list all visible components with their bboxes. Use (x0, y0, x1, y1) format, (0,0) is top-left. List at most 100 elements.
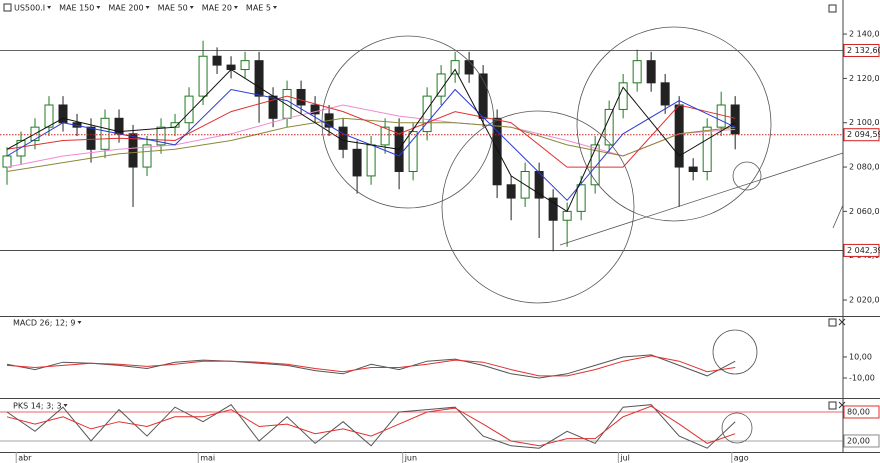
annotation-circle (732, 161, 762, 191)
candle-body (660, 82, 670, 106)
y-tick-label: 2 080,00 (849, 163, 880, 172)
close-button[interactable] (838, 318, 846, 326)
panel-title: PKS 14; 3; 3 (13, 402, 62, 411)
y-tick-label: 80,00 (847, 407, 870, 416)
candle-body (226, 64, 236, 71)
series-line (6, 354, 736, 379)
maximize-button[interactable] (828, 4, 837, 13)
annotations (321, 26, 844, 444)
candle-body (450, 60, 460, 75)
y-tick-label: -10,00 (849, 374, 875, 383)
y-tick-label: 20,00 (847, 436, 870, 445)
candle-body (352, 148, 362, 177)
series-line (6, 405, 736, 447)
level-label-box (843, 43, 880, 57)
series-line (6, 404, 736, 449)
y-tick-label: 2 020,00 (849, 296, 880, 305)
legend-entry: MAE 5 (246, 4, 271, 13)
candle-body (506, 184, 516, 199)
x-tick-label: mai (200, 454, 215, 463)
candle-body (86, 126, 96, 150)
candle-body (380, 126, 390, 146)
candle-body (44, 104, 54, 128)
series-line (6, 95, 736, 168)
candle-body (562, 210, 572, 221)
candle-body (2, 155, 12, 168)
candle-body (156, 126, 166, 146)
candle-body (590, 144, 600, 186)
candle-body (492, 117, 502, 186)
y-tick-label: 2 120,00 (849, 74, 880, 83)
candle-body (282, 88, 292, 119)
maximize-button[interactable] (828, 401, 837, 410)
dropdown-arrow (233, 6, 238, 9)
x-tick-label: ago (734, 454, 749, 463)
candle-body (310, 104, 320, 115)
candle-body (646, 60, 656, 84)
y-tick-label: 2 140,00 (849, 30, 880, 39)
candle-body (254, 60, 264, 97)
dropdown-arrow (47, 6, 52, 9)
panel-title: MACD 26; 12; 9 (13, 319, 75, 328)
x-tick-label: jun (404, 454, 417, 463)
candle-body (100, 117, 110, 150)
annotation-circle (576, 26, 772, 222)
trend-line (559, 152, 844, 246)
level-label-box (843, 243, 880, 257)
candle-body (632, 60, 642, 84)
annotation-circle (712, 329, 758, 375)
dropdown-arrow (77, 321, 82, 324)
legend-entry: MAE 150 (59, 4, 94, 13)
series-line (6, 355, 736, 377)
candle-body (436, 73, 446, 97)
maximize-button[interactable] (828, 318, 837, 327)
y-tick-label-box (843, 405, 880, 419)
dropdown-arrow (272, 6, 277, 9)
dropdown-arrow (189, 6, 194, 9)
chart-title: US500.I (14, 4, 45, 13)
candle-body (128, 133, 138, 168)
legend-entry: MAE 50 (158, 4, 188, 13)
candle-body (674, 104, 684, 168)
candle-body (408, 131, 418, 172)
trend-line (832, 204, 844, 229)
candle-body (730, 104, 740, 135)
series-line (6, 68, 736, 213)
y-tick-label: 2 060,00 (849, 207, 880, 216)
x-tick-label: abr (18, 454, 32, 463)
candle-body (366, 144, 376, 177)
level-label: 2 042,39 (847, 246, 880, 255)
annotation-circle (441, 110, 635, 304)
legend-entry: MAE 20 (202, 4, 232, 13)
candle-body (142, 144, 152, 168)
legend-entry: MAE 200 (108, 4, 143, 13)
candle-body (478, 73, 488, 119)
candle-body (702, 126, 712, 172)
x-tick-label: jul (619, 454, 630, 463)
series-line (6, 117, 736, 172)
dropdown-arrow (145, 6, 150, 9)
annotation-circle (721, 412, 753, 444)
last-price-label-box (843, 128, 880, 142)
candle-body (548, 197, 558, 221)
legend-box (3, 3, 12, 12)
candle-body (688, 166, 698, 172)
candle-body (422, 95, 432, 133)
series-line (6, 104, 736, 168)
dropdown-arrow (96, 6, 101, 9)
last-price-label: 2 094,59 (847, 130, 880, 139)
candle-body (296, 88, 306, 106)
candle-body (534, 170, 544, 199)
candle-body (240, 60, 250, 71)
candle-body (464, 60, 474, 75)
y-tick-label: 2 100,00 (849, 118, 880, 127)
y-tick-label-box (843, 434, 880, 448)
y-tick-label: 10,00 (849, 352, 872, 361)
candle-body (184, 95, 194, 124)
level-label: 2 132,60 (847, 46, 880, 55)
candle-body (212, 55, 222, 66)
dropdown-arrow (63, 404, 68, 407)
